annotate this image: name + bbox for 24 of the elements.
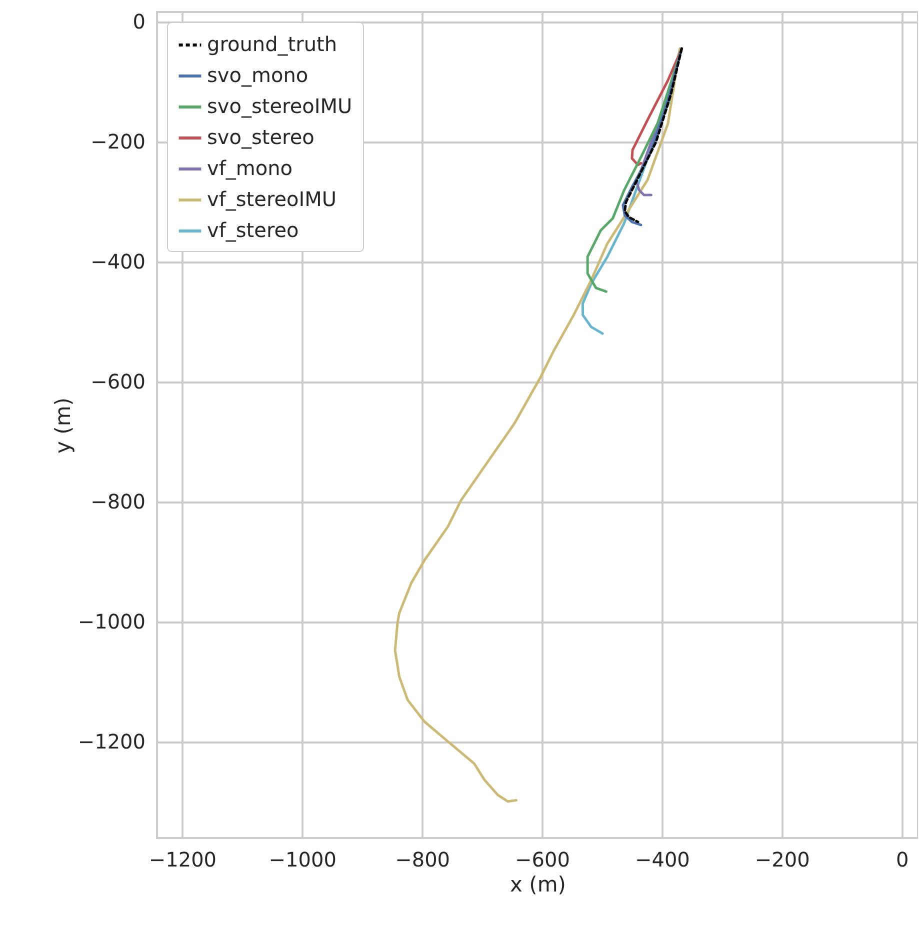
y-tick-label: −1200 [78,730,146,754]
x-tick-label: 0 [896,848,909,872]
legend-label: svo_stereo [207,125,314,149]
legend-label: vf_stereo [207,218,299,242]
line-series [394,47,682,803]
legend-label: svo_stereoIMU [207,94,352,118]
x-tick-label: −800 [395,848,450,872]
legend-label: ground_truth [207,32,338,56]
y-tick-label: −800 [90,490,146,514]
x-tick-label: −400 [634,848,690,872]
y-tick-label: −400 [90,250,146,274]
x-tick-label: −1000 [268,848,336,872]
legend-label: vf_mono [207,156,293,180]
x-tick-label: −200 [754,848,810,872]
y-tick-label: −600 [90,370,146,394]
x-axis-title: x (m) [510,872,566,896]
y-axis-title: y (m) [50,398,75,454]
x-tick-label: −600 [515,848,570,872]
legend-label: vf_stereoIMU [207,187,337,211]
y-tick-label: −1000 [78,610,146,634]
legend-label: svo_mono [207,63,308,87]
y-tick-label: −200 [90,130,146,154]
x-tick-label: −1200 [148,848,217,872]
y-tick-label: 0 [132,10,146,34]
